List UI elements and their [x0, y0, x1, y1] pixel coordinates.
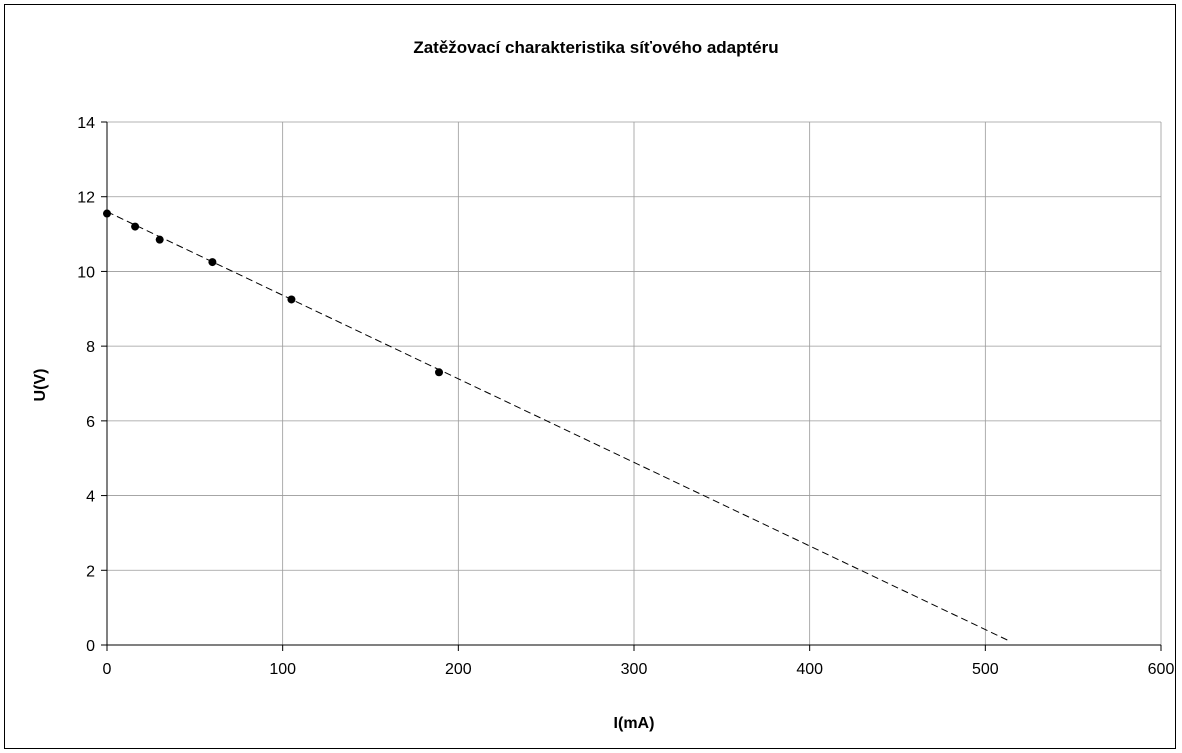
x-axis-label: I(mA)	[614, 715, 655, 732]
y-axis-label: U(V)	[32, 369, 49, 402]
x-tick-label: 600	[1148, 661, 1175, 678]
y-tick-label: 12	[77, 190, 95, 207]
dashed-trendline	[106, 211, 1011, 642]
x-tick-label: 400	[796, 661, 823, 678]
tick-labels: 0 100 200 300 400 500 600 0 2 4 6 8 10 12 14	[77, 115, 1174, 678]
x-tick-label: 500	[972, 661, 999, 678]
y-tick-label: 0	[86, 638, 95, 655]
y-tick-label: 6	[86, 414, 95, 431]
x-tick-label: 100	[269, 661, 296, 678]
y-tick-label: 4	[86, 489, 95, 506]
y-tick-label: 2	[86, 563, 95, 580]
grid-lines	[107, 121, 1162, 645]
data-point	[208, 258, 217, 267]
data-point	[287, 295, 296, 304]
x-tick-label: 0	[103, 661, 112, 678]
data-point	[131, 222, 140, 231]
trendline	[106, 211, 1011, 642]
chart-frame	[4, 4, 1176, 749]
y-tick-label: 14	[77, 115, 95, 132]
axes	[101, 121, 1162, 651]
x-tick-label: 200	[445, 661, 472, 678]
data-points	[103, 209, 444, 377]
data-point	[155, 235, 164, 244]
x-tick-label: 300	[621, 661, 648, 678]
data-point	[435, 368, 444, 377]
y-tick-label: 10	[77, 264, 95, 281]
chart-title: Zatěžovací charakteristika síťového adap…	[413, 38, 778, 57]
y-tick-label: 8	[86, 339, 95, 356]
data-point	[103, 209, 111, 218]
